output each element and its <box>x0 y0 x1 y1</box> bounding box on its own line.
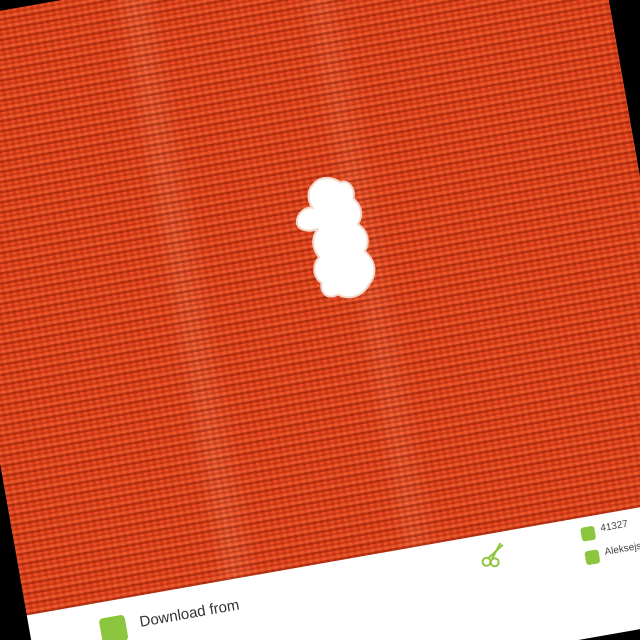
author-badge-icon <box>584 549 601 566</box>
hole-shape <box>295 176 376 299</box>
download-label: Download from <box>138 596 241 631</box>
watermark-bar: Download from 41327 Aleksejs <box>26 497 640 640</box>
logo-icon <box>98 614 129 640</box>
author-name: Aleksejs <box>603 540 640 559</box>
id-badge-icon <box>580 525 597 542</box>
photo-id: 41327 <box>599 518 629 535</box>
scissors-icon <box>481 542 504 568</box>
